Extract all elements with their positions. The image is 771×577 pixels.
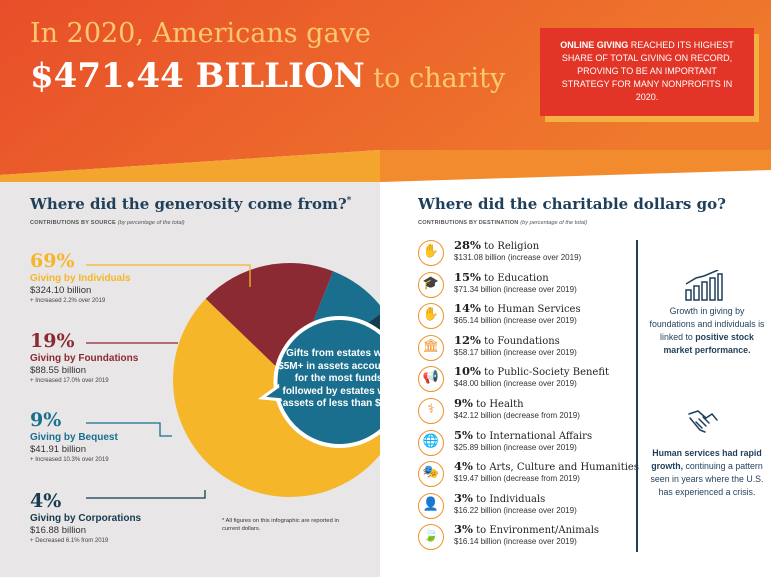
destination-amount: $42.12 billion (decrease from 2019) — [454, 411, 580, 420]
source-change: + Increased 2.2% over 2019 — [30, 298, 106, 304]
destination-name: to Individuals — [472, 493, 546, 505]
source-percent: 9% — [30, 409, 62, 431]
stethoscope-icon: ⚕ — [418, 398, 444, 424]
source-section-subtitle: CONTRIBUTIONS BY SOURCE (by percentage o… — [30, 220, 185, 226]
destination-amount: $16.14 billion (increase over 2019) — [454, 537, 577, 547]
destination-percent: 10% — [454, 364, 481, 379]
headline-line2: $471.44 BILLION to charity — [30, 56, 505, 96]
destination-amount: $25.89 billion (increase over 2019) — [454, 442, 577, 452]
sidebar-divider — [636, 240, 638, 552]
source-amount: $88.55 billion — [30, 365, 86, 376]
destination-label: 9% to Health — [454, 396, 524, 410]
destination-amount: $131.08 billion (increase over 2019) — [454, 253, 582, 262]
source-item-bequest: 9% Giving by Bequest $41.91 billion + In… — [30, 409, 118, 463]
destination-label: 10% to Public-Society Benefit — [454, 364, 609, 378]
destination-label: 28% to Religion — [454, 238, 539, 252]
destination-label: 3% to Environment/Animals — [454, 522, 599, 536]
destination-percent: 3% — [454, 522, 473, 537]
source-change: + Decreased 6.1% from 2019 — [30, 538, 109, 544]
source-amount: $41.91 billion — [30, 444, 86, 455]
destination-label: 15% to Education — [454, 270, 549, 284]
source-percent: 19% — [30, 330, 75, 352]
source-name: Giving by Foundations — [30, 353, 139, 364]
praying-hands-icon: ✋ — [418, 240, 444, 266]
note2-text: continuing a pattern seen in years where… — [650, 461, 764, 497]
destination-name: to Public-Society Benefit — [480, 367, 610, 379]
destination-section-subtitle: CONTRIBUTIONS BY DESTINATION (by percent… — [418, 220, 587, 226]
destination-percent: 28% — [454, 238, 481, 252]
destination-label: 5% to International Affairs — [454, 428, 592, 442]
headline-amount: $471.44 BILLION — [30, 56, 365, 96]
source-percent: 69% — [30, 250, 75, 272]
destination-percent: 14% — [454, 301, 481, 316]
human-services-note: Human services had rapid growth, continu… — [648, 447, 766, 499]
destination-amount: $65.14 billion (increase over 2019) — [454, 316, 577, 326]
destination-percent: 3% — [454, 490, 473, 505]
note1-bold: positive stock market performance. — [663, 332, 754, 355]
source-item-corporations: 4% Giving by Corporations $16.88 billion… — [30, 490, 141, 544]
helping-hand-icon: ✋ — [418, 303, 444, 330]
callout-text: REACHED ITS HIGHEST SHARE OF TOTAL GIVIN… — [561, 40, 734, 102]
source-subtitle-note: (by percentage of the total) — [117, 220, 185, 226]
online-giving-callout: ONLINE GIVING REACHED ITS HIGHEST SHARE … — [540, 28, 754, 116]
building-columns-icon: 🏛 — [418, 334, 444, 361]
destination-amount: $19.47 billion (decrease from 2019) — [454, 474, 580, 484]
destination-name: to Religion — [480, 241, 540, 252]
source-amount: $324.10 billion — [30, 285, 92, 296]
destination-name: to Arts, Culture and Humanities — [472, 462, 639, 474]
globe-icon: 🌐 — [418, 429, 444, 456]
person-icon: 👤 — [418, 492, 444, 519]
headline-suffix: to charity — [364, 63, 506, 94]
source-title-text: Where did the generosity come from? — [30, 195, 347, 213]
destination-name: to Health — [472, 399, 524, 410]
source-name: Giving by Individuals — [30, 273, 131, 284]
source-subtitle-text: CONTRIBUTIONS BY SOURCE — [30, 220, 116, 226]
estate-bubble-text: Gifts from estates with $5M+ in assets a… — [278, 348, 402, 410]
megaphone-icon: 📢 — [418, 366, 444, 393]
destination-section-title: Where did the charitable dollars go? — [418, 195, 726, 213]
destination-amount: $71.34 billion (increase over 2019) — [454, 284, 577, 294]
destination-percent: 12% — [454, 332, 481, 347]
destination-subtitle-text: CONTRIBUTIONS BY DESTINATION — [418, 220, 519, 226]
theater-icon: 🎭 — [418, 461, 444, 488]
destination-name: to Human Services — [480, 304, 581, 316]
source-percent: 4% — [30, 490, 62, 512]
destination-name: to International Affairs — [472, 430, 593, 442]
destination-percent: 5% — [454, 427, 473, 442]
destination-percent: 4% — [454, 459, 473, 474]
destination-name: to Environment/Animals — [472, 525, 600, 537]
source-amount: $16.88 billion — [30, 525, 86, 536]
foundations-growth-note: Growth in giving by foundations and indi… — [648, 305, 766, 357]
destination-label: 12% to Foundations — [454, 333, 560, 347]
source-name: Giving by Corporations — [30, 513, 142, 524]
destination-subtitle-note: (by percentage of the total) — [520, 220, 588, 226]
destination-percent: 15% — [454, 269, 481, 284]
destination-label: 4% to Arts, Culture and Humanities — [454, 459, 639, 473]
source-section-title: Where did the generosity come from?* — [30, 195, 351, 213]
leaf-icon: 🍃 — [418, 524, 444, 551]
destination-label: 14% to Human Services — [454, 301, 581, 315]
source-change: + Increased 17.0% over 2019 — [30, 378, 109, 384]
destination-amount: $48.00 billion (increase over 2019) — [454, 379, 577, 389]
footnote: * All figures on this infographic are re… — [222, 518, 339, 532]
graduation-cap-icon: 🎓 — [418, 271, 444, 298]
source-name: Giving by Bequest — [30, 432, 118, 443]
source-title-mark: * — [346, 196, 352, 206]
destination-amount: $58.17 billion (increase over 2019) — [454, 347, 577, 357]
source-change: + Increased 10.3% over 2019 — [30, 457, 109, 463]
source-item-foundations: 19% Giving by Foundations $88.55 billion… — [30, 330, 138, 384]
destination-name: to Education — [480, 272, 549, 284]
handshake-icon — [686, 408, 720, 441]
source-item-individuals: 69% Giving by Individuals $324.10 billio… — [30, 250, 131, 304]
note2-bold: Human services had rapid growth, — [651, 448, 762, 471]
note1-text: Growth in giving by foundations and indi… — [649, 306, 765, 342]
destination-name: to Foundations — [480, 335, 560, 347]
destination-percent: 9% — [454, 396, 473, 410]
headline-line1: In 2020, Americans gave — [30, 18, 371, 49]
destination-label: 3% to Individuals — [454, 491, 545, 505]
destination-amount: $16.22 billion (increase over 2019) — [454, 505, 577, 515]
callout-lead: ONLINE GIVING — [560, 40, 629, 50]
bar-growth-icon — [684, 269, 724, 307]
